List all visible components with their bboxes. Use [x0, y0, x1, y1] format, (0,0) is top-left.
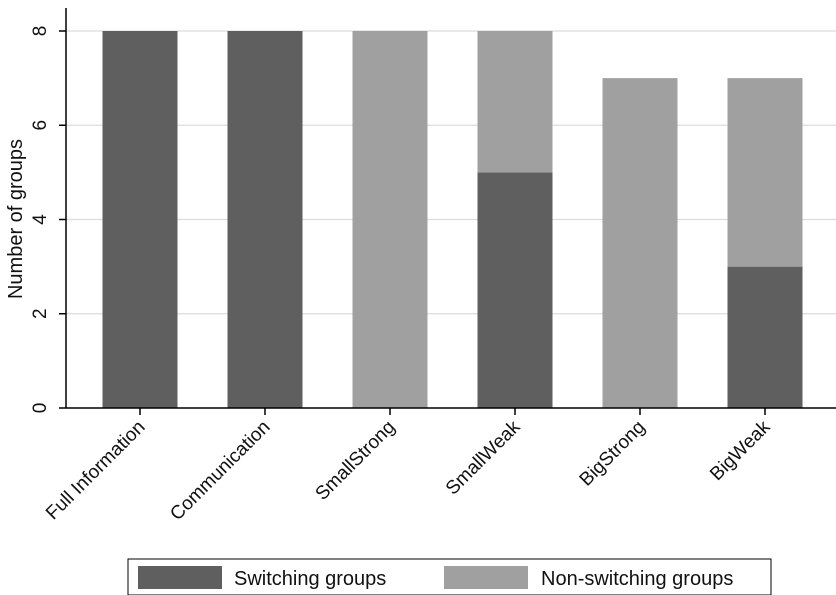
legend-label-non-switching: Non-switching groups	[541, 568, 733, 590]
y-tick-label-2: 2	[30, 308, 51, 319]
x-ticks: Full Information Communication SmallStrong…	[42, 408, 775, 525]
y-tick-label-8: 8	[30, 26, 51, 37]
bar-bigstrong-series-1	[602, 78, 678, 408]
x-tick-label-2: SmallStrong	[312, 417, 400, 505]
gridlines	[66, 30, 836, 315]
y-tick-label-6: 6	[30, 120, 51, 131]
x-tick-label-4: BigStrong	[576, 417, 650, 491]
x-tick-label-0: Full Information	[42, 417, 149, 524]
bar-smallstrong-series-1	[352, 31, 428, 408]
y-axis-title: Number of groups	[5, 139, 27, 299]
legend-swatch-switching	[138, 566, 222, 589]
bar-bigweak-series-0	[727, 266, 803, 408]
x-tick-label-5: BigWeak	[706, 416, 775, 485]
y-ticks: 0 2 4 6 8	[30, 26, 66, 414]
bar-communication-series-0	[227, 31, 303, 408]
x-tick-label-3: SmallWeak	[442, 416, 525, 499]
y-tick-label-4: 4	[30, 214, 51, 225]
bar-full-information-series-0	[102, 31, 178, 408]
y-tick-label-0: 0	[30, 403, 51, 414]
legend-label-switching: Switching groups	[234, 568, 386, 590]
bar-smallweak-series-1	[477, 31, 553, 173]
legend: Switching groups Non-switching groups	[127, 558, 772, 595]
x-tick-label-1: Communication	[166, 417, 274, 525]
legend-swatch-non-switching	[444, 566, 528, 589]
bar-smallweak-series-0	[477, 172, 553, 408]
bar-bigweak-series-1	[727, 78, 803, 267]
bars	[102, 31, 803, 408]
axes	[65, 8, 836, 409]
